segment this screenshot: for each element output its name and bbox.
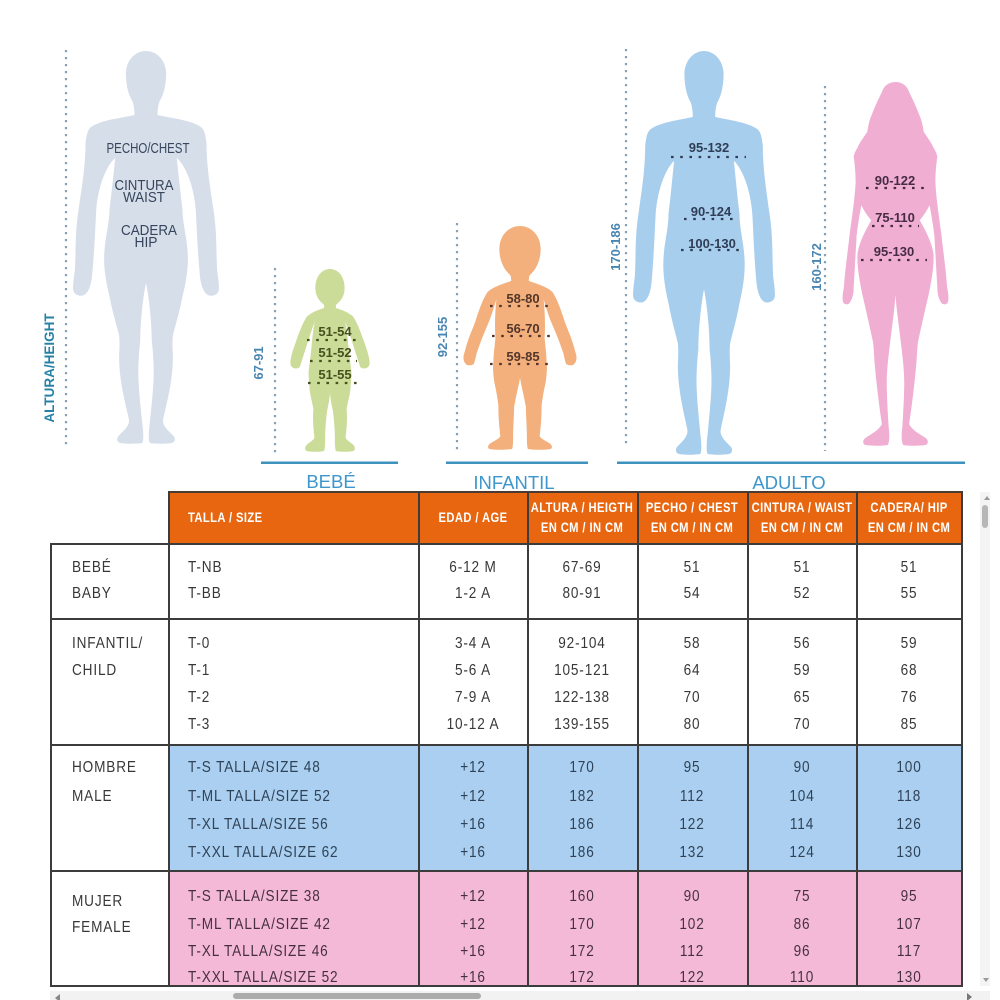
svg-text:BEBÉ: BEBÉ xyxy=(306,471,355,492)
svg-text:75-110: 75-110 xyxy=(875,210,915,225)
svg-text:WAIST: WAIST xyxy=(123,189,165,206)
svg-text:INFANTIL: INFANTIL xyxy=(473,472,554,493)
svg-text:58-80: 58-80 xyxy=(506,291,539,306)
svg-text:51-54: 51-54 xyxy=(318,324,352,339)
svg-text:51-52: 51-52 xyxy=(318,345,351,360)
svg-text:95-132: 95-132 xyxy=(689,140,729,155)
svg-text:59-85: 59-85 xyxy=(506,349,539,364)
svg-text:HIP: HIP xyxy=(135,234,158,251)
svg-text:51-55: 51-55 xyxy=(318,367,351,382)
svg-text:90-124: 90-124 xyxy=(691,204,732,219)
svg-text:ALTURA/HEIGHT: ALTURA/HEIGHT xyxy=(42,313,57,423)
svg-text:100-130: 100-130 xyxy=(688,236,736,251)
svg-text:CINTURA: CINTURA xyxy=(115,177,174,194)
svg-text:67-91: 67-91 xyxy=(251,346,266,379)
svg-text:CADERA: CADERA xyxy=(121,222,177,239)
svg-text:170-186: 170-186 xyxy=(608,223,623,271)
svg-text:PECHO/CHEST: PECHO/CHEST xyxy=(107,140,190,157)
svg-text:90-122: 90-122 xyxy=(875,173,915,188)
svg-text:160-172: 160-172 xyxy=(809,243,824,291)
svg-text:ADULTO: ADULTO xyxy=(752,472,825,493)
svg-text:95-130: 95-130 xyxy=(874,244,914,259)
svg-text:92-155: 92-155 xyxy=(435,317,450,357)
svg-text:56-70: 56-70 xyxy=(506,321,539,336)
